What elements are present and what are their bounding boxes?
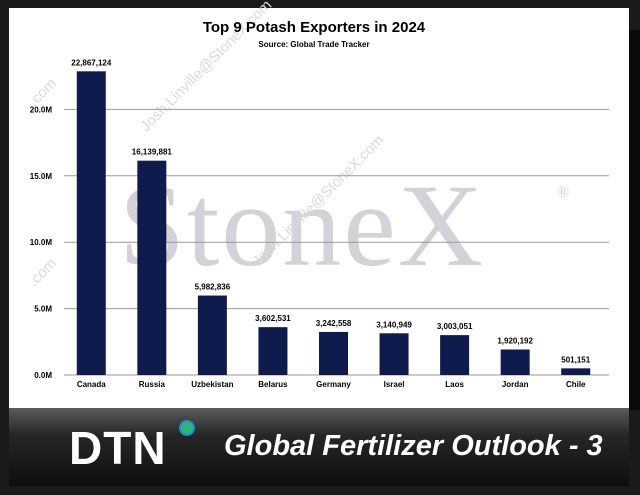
x-tick-label: Chile — [566, 380, 586, 389]
dtn-logo-dot-icon — [179, 420, 195, 436]
bar — [440, 335, 470, 375]
data-label: 501,151 — [561, 355, 590, 364]
x-axis-ticks: Canada Russia Uzbekistan Belarus Germany Isra… — [77, 380, 586, 389]
x-tick-label: Laos — [445, 380, 464, 389]
window-edge — [629, 30, 640, 410]
data-label: 3,242,558 — [316, 319, 352, 328]
data-label: 22,867,124 — [71, 58, 112, 67]
data-label: 5,982,836 — [195, 283, 231, 292]
y-tick-label: 0.0M — [34, 371, 52, 380]
y-tick-label: 20.0M — [30, 105, 53, 114]
dtn-logo: DTN — [69, 422, 167, 474]
data-label: 16,139,881 — [132, 148, 173, 157]
x-tick-label: Germany — [316, 380, 351, 389]
bar — [319, 331, 348, 375]
x-tick-label: Israel — [384, 380, 405, 389]
y-tick-label: 5.0M — [34, 305, 52, 314]
bar — [379, 333, 409, 375]
x-tick-label: Uzbekistan — [191, 380, 233, 389]
bar-chart: Top 9 Potash Exporters in 2024 Source: G… — [30, 19, 609, 389]
data-label: 3,602,531 — [255, 314, 291, 323]
y-tick-label: 10.0M — [30, 238, 53, 247]
chart-title: Top 9 Potash Exporters in 2024 — [203, 19, 426, 36]
chart-panel: StoneX ® Josh.Linville@StoneX.com Josh.L… — [9, 0, 629, 408]
data-label: 3,140,949 — [376, 320, 412, 329]
bar — [561, 368, 591, 375]
chart-subtitle: Source: Global Trade Tracker — [258, 40, 369, 49]
footer-banner: DTN Global Fertilizer Outlook - 3 — [9, 408, 629, 486]
y-axis-ticks: 0.0M 5.0M 10.0M 15.0M 20.0M — [30, 105, 53, 380]
bar — [197, 295, 227, 375]
bars — [76, 71, 591, 376]
y-tick-label: 15.0M — [30, 172, 53, 181]
data-labels: 22,867,124 16,139,881 5,982,836 3,602,531 3,… — [71, 58, 590, 364]
x-tick-label: Russia — [139, 380, 166, 389]
x-tick-label: Canada — [77, 380, 106, 389]
bar — [500, 349, 530, 375]
bar — [137, 160, 167, 375]
data-label: 3,003,051 — [437, 322, 473, 331]
x-tick-label: Belarus — [258, 380, 288, 389]
bar — [76, 71, 106, 376]
data-label: 1,920,192 — [497, 336, 533, 345]
footer-title: Global Fertilizer Outlook - 3 — [224, 430, 603, 462]
x-tick-label: Jordan — [502, 380, 529, 389]
bar — [258, 327, 288, 375]
